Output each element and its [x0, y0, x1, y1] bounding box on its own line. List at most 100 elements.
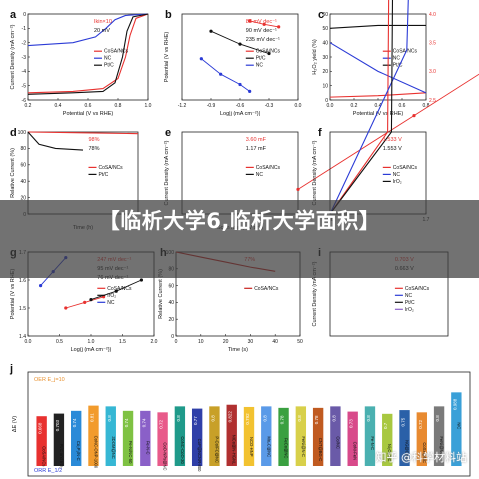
panel-j-bar — [174, 406, 186, 466]
panel-j-category-label: CoO-NPs@NC — [163, 442, 168, 470]
panel-j-bar — [191, 408, 203, 466]
panel-j-bar-value: 0.81 — [89, 413, 94, 422]
panel-f-series-line — [329, 0, 409, 215]
panel-j-bar-value: 0.75 — [401, 417, 406, 426]
panel-j-bar — [243, 406, 255, 466]
panel-i-legend-label: CoSA/NCs — [405, 286, 430, 292]
panel-i-legend-label: Pt/C — [405, 300, 415, 306]
panel-c-ytick-label: 40 — [322, 40, 328, 46]
panel-j-bar-value: 0.73 — [349, 419, 354, 428]
panel-j-category-label: FeCo@NC — [284, 438, 289, 459]
panel-c-letter: c — [318, 9, 324, 21]
panel-d-series-line — [27, 131, 84, 151]
panel-h-ytick-label: 40 — [168, 300, 174, 306]
panel-j-category-label: Co/NC — [335, 436, 340, 449]
panel-j-bar — [295, 406, 307, 466]
panel-d-legend-label: Pt/C — [99, 172, 109, 178]
panel-f-ylabel: Current Density (mA cm⁻²) — [312, 140, 318, 205]
panel-j-bar — [347, 411, 358, 466]
panel-j-bar — [71, 410, 82, 466]
panel-j-bar-value: 0.8 — [435, 415, 440, 422]
panel-f-annotation: 1.553 V — [383, 146, 402, 152]
panel-b-point — [262, 22, 266, 26]
panel-j-bar-value: 0.74 — [124, 418, 129, 427]
panel-j-category-label: FeNi@NC — [439, 436, 444, 455]
panel-j-bar-value: 0.8 — [176, 415, 181, 422]
panel-a-xtick-label: 1.0 — [145, 103, 152, 109]
panel-j-bar — [105, 406, 116, 466]
panel-a-xtick-label: 0.4 — [55, 103, 62, 109]
panel-d-ytick-label: 60 — [20, 163, 26, 169]
panel-a-annotation: Ikin×10 — [94, 19, 112, 25]
panel-b-xtick-label: -1.2 — [178, 103, 187, 109]
panel-d-ytick-label: 20 — [20, 195, 26, 201]
panel-b-point — [238, 82, 242, 87]
panel-b-legend-label: CoSA/NCs — [256, 49, 281, 55]
panel-j-category-label: CoNi-FeN — [353, 442, 358, 461]
panel-j-bar-value: 0.72 — [418, 419, 423, 428]
panel-h-ylabel: Relative Current (%) — [158, 269, 164, 319]
panel-a-series-line — [27, 13, 149, 95]
panel-h-xtick-label: 20 — [223, 339, 229, 345]
panel-a-ytick-label: -5 — [22, 83, 27, 89]
panel-c-ytick-label: 20 — [322, 69, 328, 75]
panel-a: a 0.2 0.4 0.6 0.8 1.0 0 -1 -2 -3 -4 -5 -6 Potential (… — [10, 9, 152, 117]
panel-c-ytick-label: 30 — [322, 55, 328, 61]
panel-g-xtick-label: 1.0 — [88, 339, 95, 345]
panel-b-letter: b — [165, 9, 172, 21]
panel-c: c 0.0 0.2 0.4 0.6 0.8 0 10 20 30 40 50 60 2.5 3.0 3.5 4.… — [312, 9, 436, 117]
panel-c-y2tick-label: 3.5 — [429, 40, 436, 46]
panel-b-xtick-label: -0.3 — [265, 103, 274, 109]
panel-g-point — [139, 278, 143, 282]
panel-f-legend-label: NC — [393, 172, 401, 178]
panel-j-bar-value: 0.8 — [262, 415, 267, 422]
panel-j-bar-value: 0.822 — [228, 411, 233, 423]
panel-g-ytick-label: 1.6 — [19, 278, 26, 284]
panel-c-ytick-label: 0 — [325, 98, 328, 104]
panel-b-point — [277, 25, 281, 29]
panel-j-category-label: FeNi@N-C — [301, 436, 306, 457]
panel-b-point — [267, 51, 271, 56]
panel-d-letter: d — [10, 127, 17, 139]
panel-g-xtick-label: 0.5 — [56, 339, 63, 345]
panel-c-y2tick-label: 4.0 — [429, 12, 436, 18]
panel-e-letter: e — [165, 127, 171, 139]
panel-j-bar-value: 0.74 — [72, 418, 77, 427]
panel-c-xtick-label: 0.0 — [327, 103, 334, 109]
panel-g-ytick-label: 1.5 — [19, 306, 26, 312]
panel-a-ytick-label: -2 — [22, 40, 27, 46]
panel-b-point — [248, 89, 252, 93]
panel-h-ytick-label: 60 — [168, 283, 174, 289]
panel-j-bar — [433, 406, 445, 466]
panel-a-legend-label: NC — [104, 56, 112, 62]
panel-j-bar — [122, 410, 134, 466]
panel-f-legend-label: IrO₂ — [393, 179, 402, 185]
panel-c-legend-label: NC — [393, 56, 401, 62]
panel-j-ylabel: ΔE (V) — [12, 416, 18, 432]
panel-f-annotation: 1.533 V — [383, 137, 402, 143]
panel-h-xtick-label: 50 — [297, 339, 303, 345]
panel-d-ylabel: Relative Current (%) — [10, 148, 16, 198]
panel-b-annotation: 83 mV dec⁻¹ — [246, 19, 277, 25]
panel-c-ytick-label: 50 — [322, 26, 328, 32]
watermark-text: 知乎 @科学材料站 — [375, 451, 468, 464]
panel-a-ytick-label: -3 — [22, 55, 27, 61]
panel-g-ylabel: Potential (V vs RHE) — [10, 269, 16, 320]
panel-j-bar-value: 0.8 — [210, 415, 215, 422]
panel-d-annotation: 98% — [89, 137, 100, 143]
panel-b-xtick-label: -0.6 — [236, 103, 245, 109]
panel-a-annotation: 20 mV — [94, 28, 110, 34]
panel-j-bar — [312, 407, 324, 466]
panel-c-xtick-label: 0.8 — [423, 103, 430, 109]
panel-j-legend-top: OER E_j=10 — [34, 377, 65, 383]
panel-a-legend-label: CoSA/NCs — [104, 49, 129, 55]
panel-h-ytick-label: 20 — [168, 317, 174, 323]
panel-j-category-label: NCO-HNP — [249, 437, 254, 457]
panel-j-category-label: Mo₂C@NC — [266, 436, 271, 457]
panel-g-point — [64, 306, 68, 310]
panel-h-xtick-label: 10 — [198, 339, 204, 345]
panel-a-ytick-label: -4 — [22, 69, 27, 75]
panel-j-category-label: CoSA/NCs — [42, 446, 47, 466]
panel-i-legend-label: NC — [405, 293, 413, 299]
panel-a-ylabel: Current Density (mA cm⁻²) — [10, 24, 16, 89]
